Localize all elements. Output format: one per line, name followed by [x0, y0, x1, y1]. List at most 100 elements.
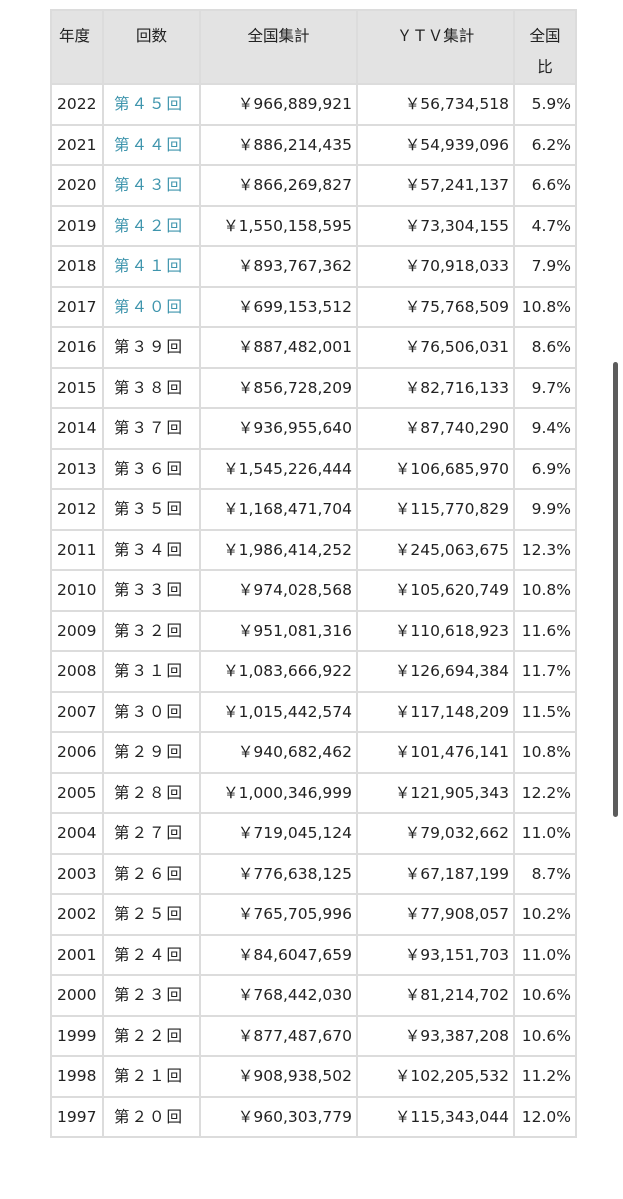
cell-ratio: 11.6%	[513, 609, 577, 652]
cell-ytv: ￥245,063,675	[356, 528, 515, 571]
cell-year: 2007	[50, 690, 104, 733]
cell-ytv: ￥57,241,137	[356, 164, 515, 207]
cell-ratio: 6.6%	[513, 164, 577, 207]
table-row: 2013 第３６回 ￥1,545,226,444 ￥106,685,970 6.9%	[50, 447, 577, 490]
round-link[interactable]: 第４５回	[102, 83, 201, 126]
cell-round: 第３７回	[102, 407, 201, 450]
header-total: 全国集計	[199, 9, 358, 85]
cell-ratio: 9.9%	[513, 488, 577, 531]
cell-round: 第２９回	[102, 731, 201, 774]
round-link[interactable]: 第４４回	[102, 123, 201, 166]
cell-year: 2015	[50, 366, 104, 409]
table-row: 2012 第３５回 ￥1,168,471,704 ￥115,770,829 9.9%	[50, 488, 577, 531]
cell-ratio: 8.6%	[513, 326, 577, 369]
cell-year: 2020	[50, 164, 104, 207]
table-row: 2019 第４２回 ￥1,550,158,595 ￥73,304,155 4.7%	[50, 204, 577, 247]
table-row: 2003 第２６回 ￥776,638,125 ￥67,187,199 8.7%	[50, 852, 577, 895]
cell-ytv: ￥73,304,155	[356, 204, 515, 247]
header-ratio-label: 全国比	[529, 27, 561, 76]
cell-year: 2001	[50, 933, 104, 976]
table-row: 2011 第３４回 ￥1,986,414,252 ￥245,063,675 12.3%	[50, 528, 577, 571]
header-ytv: ＹＴＶ集計	[356, 9, 515, 85]
cell-total: ￥856,728,209	[199, 366, 358, 409]
table-row: 2010 第３３回 ￥974,028,568 ￥105,620,749 10.8%	[50, 569, 577, 612]
cell-round: 第２８回	[102, 771, 201, 814]
cell-ytv: ￥79,032,662	[356, 812, 515, 855]
cell-round: 第３３回	[102, 569, 201, 612]
cell-total: ￥893,767,362	[199, 245, 358, 288]
cell-year: 2011	[50, 528, 104, 571]
table-row: 2021 第４４回 ￥886,214,435 ￥54,939,096 6.2%	[50, 123, 577, 166]
cell-total: ￥765,705,996	[199, 893, 358, 936]
cell-total: ￥1,168,471,704	[199, 488, 358, 531]
cell-round: 第３４回	[102, 528, 201, 571]
cell-year: 2016	[50, 326, 104, 369]
cell-round: 第２５回	[102, 893, 201, 936]
cell-ratio: 8.7%	[513, 852, 577, 895]
cell-ytv: ￥93,151,703	[356, 933, 515, 976]
cell-total: ￥1,545,226,444	[199, 447, 358, 490]
cell-round: 第３６回	[102, 447, 201, 490]
cell-ratio: 9.4%	[513, 407, 577, 450]
cell-total: ￥960,303,779	[199, 1095, 358, 1138]
round-link[interactable]: 第４０回	[102, 285, 201, 328]
table-row: 2004 第２７回 ￥719,045,124 ￥79,032,662 11.0%	[50, 812, 577, 855]
cell-year: 1997	[50, 1095, 104, 1138]
cell-ytv: ￥67,187,199	[356, 852, 515, 895]
cell-ratio: 11.0%	[513, 812, 577, 855]
cell-total: ￥1,550,158,595	[199, 204, 358, 247]
table-row: 2002 第２５回 ￥765,705,996 ￥77,908,057 10.2%	[50, 893, 577, 936]
table-row: 2018 第４１回 ￥893,767,362 ￥70,918,033 7.9%	[50, 245, 577, 288]
table-header-row: 年度 回数 全国集計 ＹＴＶ集計 全国比	[50, 9, 577, 85]
cell-ratio: 11.0%	[513, 933, 577, 976]
cell-ratio: 10.8%	[513, 285, 577, 328]
cell-total: ￥886,214,435	[199, 123, 358, 166]
cell-ytv: ￥110,618,923	[356, 609, 515, 652]
cell-ratio: 9.7%	[513, 366, 577, 409]
cell-ratio: 10.6%	[513, 1014, 577, 1057]
cell-total: ￥951,081,316	[199, 609, 358, 652]
round-link[interactable]: 第４２回	[102, 204, 201, 247]
cell-year: 2009	[50, 609, 104, 652]
cell-ytv: ￥126,694,384	[356, 650, 515, 693]
cell-ratio: 10.8%	[513, 731, 577, 774]
cell-round: 第２７回	[102, 812, 201, 855]
table-row: 2009 第３２回 ￥951,081,316 ￥110,618,923 11.6%	[50, 609, 577, 652]
cell-total: ￥1,986,414,252	[199, 528, 358, 571]
cell-ytv: ￥82,716,133	[356, 366, 515, 409]
table-row: 1997 第２０回 ￥960,303,779 ￥115,343,044 12.0%	[50, 1095, 577, 1138]
cell-ratio: 12.2%	[513, 771, 577, 814]
cell-ytv: ￥106,685,970	[356, 447, 515, 490]
cell-round: 第３８回	[102, 366, 201, 409]
table-row: 2015 第３８回 ￥856,728,209 ￥82,716,133 9.7%	[50, 366, 577, 409]
cell-ytv: ￥81,214,702	[356, 974, 515, 1017]
table-body: 2022 第４５回 ￥966,889,921 ￥56,734,518 5.9% 2021 第…	[50, 83, 577, 1138]
table-row: 2014 第３７回 ￥936,955,640 ￥87,740,290 9.4%	[50, 407, 577, 450]
round-link[interactable]: 第４３回	[102, 164, 201, 207]
cell-ytv: ￥105,620,749	[356, 569, 515, 612]
header-ratio: 全国比	[513, 9, 577, 85]
cell-ratio: 7.9%	[513, 245, 577, 288]
cell-total: ￥699,153,512	[199, 285, 358, 328]
cell-year: 1998	[50, 1055, 104, 1098]
table-row: 2005 第２８回 ￥1,000,346,999 ￥121,905,343 12.2%	[50, 771, 577, 814]
cell-ratio: 6.9%	[513, 447, 577, 490]
round-link[interactable]: 第４１回	[102, 245, 201, 288]
cell-total: ￥936,955,640	[199, 407, 358, 450]
scrollbar[interactable]	[613, 362, 618, 817]
cell-round: 第３１回	[102, 650, 201, 693]
cell-total: ￥1,015,442,574	[199, 690, 358, 733]
cell-total: ￥719,045,124	[199, 812, 358, 855]
donation-table: 年度 回数 全国集計 ＹＴＶ集計 全国比 2022 第４５回 ￥966,889,92…	[50, 9, 577, 1138]
cell-ytv: ￥93,387,208	[356, 1014, 515, 1057]
header-round: 回数	[102, 9, 201, 85]
table-row: 2007 第３０回 ￥1,015,442,574 ￥117,148,209 11.5%	[50, 690, 577, 733]
cell-total: ￥908,938,502	[199, 1055, 358, 1098]
cell-ytv: ￥56,734,518	[356, 83, 515, 126]
cell-ytv: ￥76,506,031	[356, 326, 515, 369]
cell-ytv: ￥115,770,829	[356, 488, 515, 531]
cell-year: 2014	[50, 407, 104, 450]
cell-year: 2012	[50, 488, 104, 531]
cell-total: ￥768,442,030	[199, 974, 358, 1017]
cell-total: ￥966,889,921	[199, 83, 358, 126]
